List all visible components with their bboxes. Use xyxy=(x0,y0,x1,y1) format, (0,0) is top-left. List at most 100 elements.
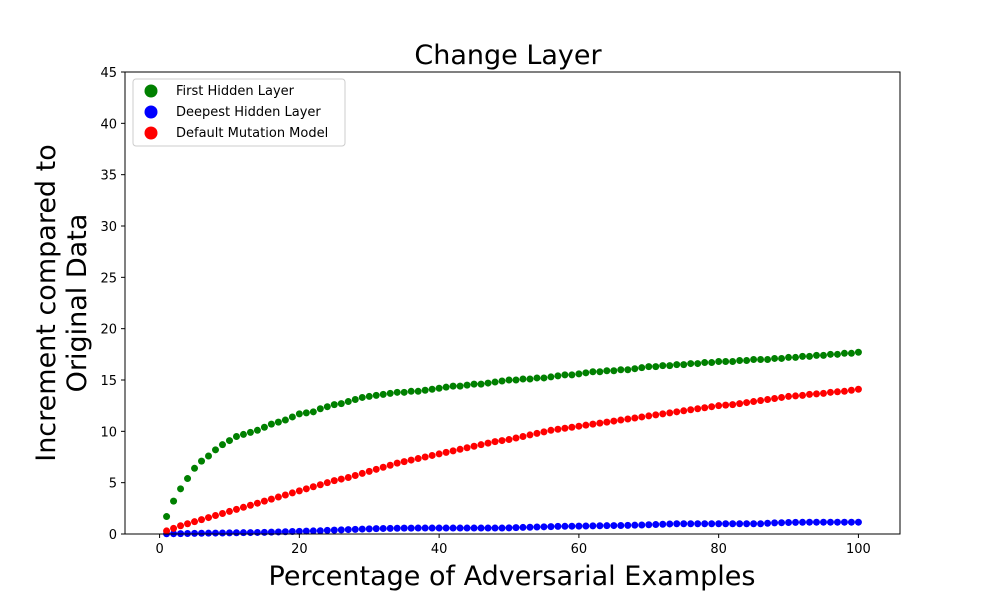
data-point-first-hidden-layer xyxy=(638,364,645,371)
data-point-default-mutation-model xyxy=(478,441,485,448)
data-point-default-mutation-model xyxy=(645,412,652,419)
data-point-default-mutation-model xyxy=(799,392,806,399)
data-point-deepest-hidden-layer xyxy=(554,523,561,530)
data-point-deepest-hidden-layer xyxy=(652,521,659,528)
data-point-deepest-hidden-layer xyxy=(582,522,589,529)
data-point-first-hidden-layer xyxy=(205,452,212,459)
data-point-first-hidden-layer xyxy=(666,362,673,369)
data-point-default-mutation-model xyxy=(163,527,170,534)
data-point-default-mutation-model xyxy=(345,474,352,481)
y-tick-label: 45 xyxy=(100,66,117,81)
x-tick-label: 40 xyxy=(431,542,448,557)
legend-label-first-hidden-layer: First Hidden Layer xyxy=(176,84,295,99)
data-point-first-hidden-layer xyxy=(261,424,268,431)
chart-title: Change Layer xyxy=(414,40,602,71)
data-point-default-mutation-model xyxy=(324,479,331,486)
data-point-deepest-hidden-layer xyxy=(813,519,820,526)
data-point-first-hidden-layer xyxy=(198,458,205,465)
data-point-default-mutation-model xyxy=(792,392,799,399)
data-point-default-mutation-model xyxy=(303,485,310,492)
data-point-deepest-hidden-layer xyxy=(212,530,219,537)
data-point-default-mutation-model xyxy=(359,470,366,477)
data-point-first-hidden-layer xyxy=(499,378,506,385)
data-point-default-mutation-model xyxy=(708,403,715,410)
data-point-default-mutation-model xyxy=(387,462,394,469)
data-point-deepest-hidden-layer xyxy=(645,521,652,528)
data-point-deepest-hidden-layer xyxy=(806,519,813,526)
data-point-default-mutation-model xyxy=(233,506,240,513)
data-point-default-mutation-model xyxy=(443,449,450,456)
data-point-deepest-hidden-layer xyxy=(359,526,366,533)
data-point-default-mutation-model xyxy=(666,409,673,416)
data-point-default-mutation-model xyxy=(212,512,219,519)
data-point-deepest-hidden-layer xyxy=(855,519,862,526)
data-point-default-mutation-model xyxy=(652,411,659,418)
data-point-deepest-hidden-layer xyxy=(687,520,694,527)
data-point-first-hidden-layer xyxy=(519,375,526,382)
x-tick-label: 80 xyxy=(710,542,727,557)
data-point-default-mutation-model xyxy=(422,454,429,461)
y-axis-label-line-1: Increment compared to xyxy=(31,144,62,462)
data-point-first-hidden-layer xyxy=(464,382,471,389)
data-point-deepest-hidden-layer xyxy=(694,520,701,527)
data-point-first-hidden-layer xyxy=(610,367,617,374)
data-point-first-hidden-layer xyxy=(673,361,680,368)
data-point-deepest-hidden-layer xyxy=(715,520,722,527)
data-point-deepest-hidden-layer xyxy=(561,523,568,530)
data-point-first-hidden-layer xyxy=(554,372,561,379)
data-point-first-hidden-layer xyxy=(785,354,792,361)
data-point-deepest-hidden-layer xyxy=(380,525,387,532)
legend-marker-deepest-hidden-layer xyxy=(145,106,158,119)
data-point-default-mutation-model xyxy=(785,393,792,400)
data-point-deepest-hidden-layer xyxy=(722,520,729,527)
data-point-first-hidden-layer xyxy=(408,388,415,395)
data-point-deepest-hidden-layer xyxy=(499,525,506,532)
data-point-first-hidden-layer xyxy=(471,381,478,388)
data-point-default-mutation-model xyxy=(373,466,380,473)
data-point-default-mutation-model xyxy=(331,477,338,484)
data-point-deepest-hidden-layer xyxy=(610,522,617,529)
data-point-default-mutation-model xyxy=(310,483,317,490)
data-point-deepest-hidden-layer xyxy=(205,530,212,537)
data-point-default-mutation-model xyxy=(855,386,862,393)
data-point-first-hidden-layer xyxy=(841,350,848,357)
data-point-default-mutation-model xyxy=(506,436,513,443)
data-point-deepest-hidden-layer xyxy=(261,529,268,536)
data-point-deepest-hidden-layer xyxy=(750,520,757,527)
data-point-default-mutation-model xyxy=(436,450,443,457)
data-point-deepest-hidden-layer xyxy=(310,527,317,534)
data-point-deepest-hidden-layer xyxy=(408,525,415,532)
data-point-deepest-hidden-layer xyxy=(450,525,457,532)
data-point-default-mutation-model xyxy=(450,447,457,454)
data-point-deepest-hidden-layer xyxy=(589,522,596,529)
data-point-first-hidden-layer xyxy=(582,369,589,376)
data-point-deepest-hidden-layer xyxy=(387,525,394,532)
data-point-default-mutation-model xyxy=(471,443,478,450)
data-point-default-mutation-model xyxy=(170,525,177,532)
data-point-default-mutation-model xyxy=(457,446,464,453)
data-point-default-mutation-model xyxy=(638,413,645,420)
data-point-deepest-hidden-layer xyxy=(191,530,198,537)
data-point-deepest-hidden-layer xyxy=(624,522,631,529)
y-tick-label: 40 xyxy=(100,117,117,132)
data-point-first-hidden-layer xyxy=(526,375,533,382)
data-point-default-mutation-model xyxy=(687,406,694,413)
data-point-first-hidden-layer xyxy=(366,393,373,400)
data-point-default-mutation-model xyxy=(575,423,582,430)
data-point-default-mutation-model xyxy=(757,397,764,404)
data-point-deepest-hidden-layer xyxy=(471,525,478,532)
data-point-deepest-hidden-layer xyxy=(366,525,373,532)
data-point-default-mutation-model xyxy=(275,494,282,501)
data-point-deepest-hidden-layer xyxy=(512,524,519,531)
data-point-default-mutation-model xyxy=(247,502,254,509)
data-point-default-mutation-model xyxy=(694,405,701,412)
data-point-first-hidden-layer xyxy=(331,401,338,408)
data-point-deepest-hidden-layer xyxy=(331,527,338,534)
y-tick-label: 10 xyxy=(100,425,117,440)
data-point-default-mutation-model xyxy=(485,440,492,447)
data-point-first-hidden-layer xyxy=(359,394,366,401)
data-point-deepest-hidden-layer xyxy=(820,519,827,526)
data-point-default-mutation-model xyxy=(554,426,561,433)
data-point-first-hidden-layer xyxy=(478,381,485,388)
